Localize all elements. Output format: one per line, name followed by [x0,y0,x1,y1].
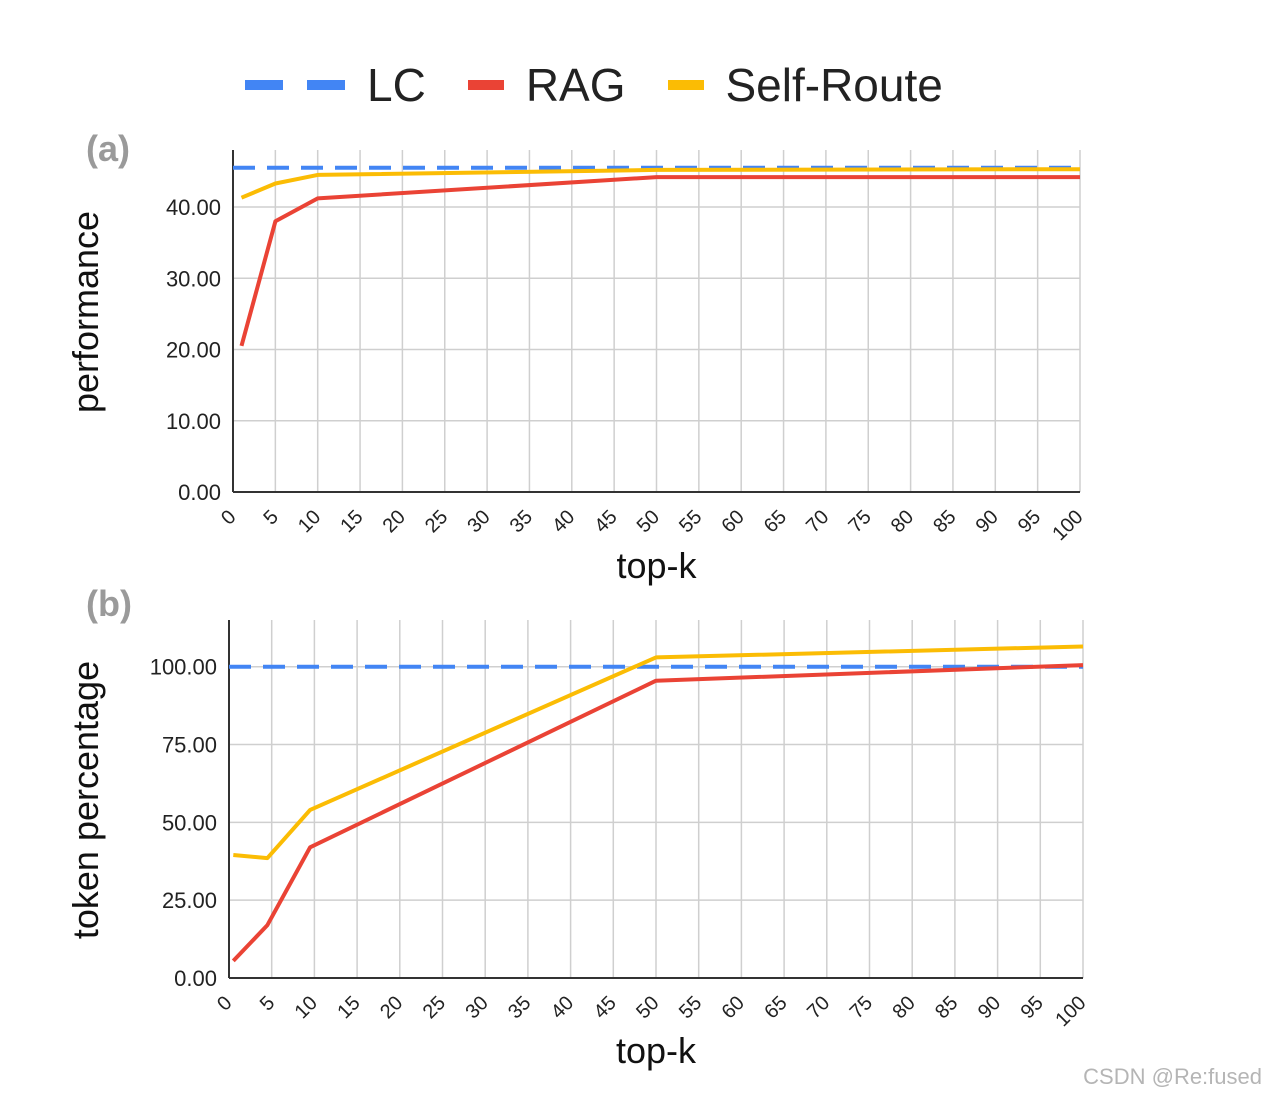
chart-a-y-tick-label: 20.00 [166,338,221,363]
chart-b-x-tick-label: 55 [675,992,706,1023]
chart-a-x-tick-label: 55 [675,506,706,537]
legend-label-self-route: Self-Route [725,59,943,111]
chart-a-y-axis-label: performance [65,211,106,413]
chart-b-y-tick-label: 0.00 [174,966,217,991]
chart-b-y-tick-label: 25.00 [162,888,217,913]
chart-b-y-axis-label: token percentage [65,661,106,939]
chart-b: 0 5 10 15 20 25 30 35 40 45 50 55 60 65 70 75 80 85 90 95 10… [65,620,1091,1071]
chart-b-x-tick-label: 25 [419,992,450,1023]
legend-label-rag: RAG [525,59,626,111]
chart-a-x-tick-label: 65 [760,506,791,537]
chart-a-x-tick-label: 80 [887,506,918,537]
chart-a-x-tick-label: 25 [421,506,452,537]
chart-a-series-self-route [240,167,1081,200]
watermark: CSDN @Re:fused [1083,1064,1262,1089]
chart-b-x-tick-label: 95 [1017,992,1048,1023]
chart-a-x-tick-label: 100 [1048,506,1087,545]
chart-b-series-rag [231,663,1084,963]
chart-a-x-tick-label: 30 [463,506,494,537]
legend: LC RAG Self-Route [245,58,985,112]
chart-a-series-rag [239,175,1080,347]
chart-a-x-tick-label: 10 [294,506,325,537]
chart-a-x-axis-label: top-k [616,545,697,586]
chart-a-x-tick-label: 50 [633,506,664,537]
chart-b-x-tick-label: 80 [888,992,919,1023]
chart-a-x-tick-label: 35 [506,506,537,537]
chart-a-y-tick-label: 40.00 [166,195,221,220]
chart-b-x-tick-label: 75 [846,992,877,1023]
chart-a-y-tick-label: 10.00 [166,409,221,434]
legend-label-lc: LC [367,59,426,111]
chart-b-x-tick-label: 70 [803,992,834,1023]
chart-b-x-tick-label: 45 [590,992,621,1023]
panel-label-a: (a) [86,128,130,169]
chart-b-x-axis-label: top-k [616,1030,697,1071]
chart-b-x-tick-label: 60 [718,992,749,1023]
chart-a-x-tick-label: 0 [217,506,240,529]
panel-label-b: (b) [86,583,132,624]
chart-a-x-tick-label: 75 [844,506,875,537]
chart-a-y-tick-label: 30.00 [166,266,221,291]
chart-a-x-tick-label: 15 [336,506,367,537]
chart-b-x-tick-label: 100 [1051,992,1090,1031]
chart-b-x-tick-label: 0 [213,992,236,1015]
legend-swatch-lc [245,80,345,90]
chart-b-x-tick-label: 30 [461,992,492,1023]
legend-item-self-route: Self-Route [667,58,943,112]
chart-b-series-self-route [233,644,1084,861]
chart-a-x-tick-label: 45 [590,506,621,537]
chart-b-x-tick-label: 50 [632,992,663,1023]
chart-b-x-tick-label: 35 [504,992,535,1023]
chart-a: 0 5 10 15 20 25 30 35 40 45 50 55 60 65 70 75 80 85 90 95 10… [65,150,1088,586]
legend-swatch-self-route [667,80,704,90]
chart-a-x-tick-label: 85 [929,506,960,537]
chart-b-x-tick-label: 5 [256,992,279,1015]
legend-item-rag: RAG [467,58,626,112]
chart-b-x-tick-label: 40 [547,992,578,1023]
chart-a-x-tick-label: 90 [972,506,1003,537]
chart-b-x-tick-label: 10 [291,992,322,1023]
chart-b-x-tick-label: 15 [333,992,364,1023]
chart-b-x-tick-label: 20 [376,992,407,1023]
chart-b-y-tick-label: 50.00 [162,810,217,835]
chart-a-x-tick-label: 5 [259,506,282,529]
chart-b-y-tick-label: 100.00 [150,655,217,680]
chart-a-x-tick-label: 95 [1014,506,1045,537]
legend-item-lc: LC [245,58,426,112]
chart-a-x-tick-label: 40 [548,506,579,537]
chart-a-x-tick-label: 70 [802,506,833,537]
chart-b-y-tick-label: 75.00 [162,733,217,758]
chart-a-y-tick-label: 0.00 [178,480,221,505]
chart-a-x-tick-label: 20 [379,506,410,537]
legend-swatch-rag [467,80,504,90]
chart-a-x-tick-label: 60 [717,506,748,537]
chart-b-x-tick-label: 85 [931,992,962,1023]
chart-b-x-tick-label: 65 [760,992,791,1023]
chart-b-x-tick-label: 90 [974,992,1005,1023]
